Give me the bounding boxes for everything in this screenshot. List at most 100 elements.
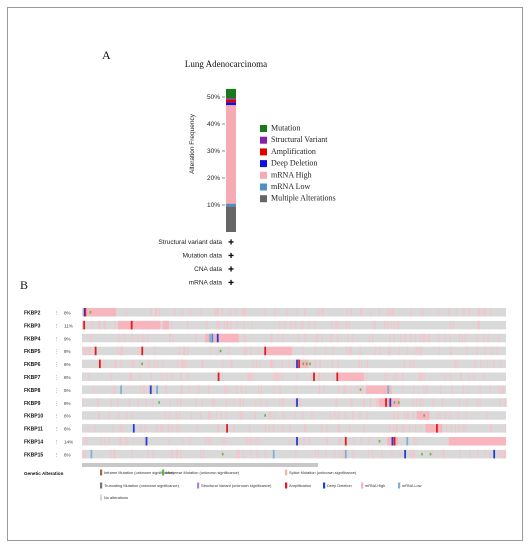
- mrna-high-tick: [270, 359, 273, 369]
- mrna-high-tick: [139, 359, 141, 369]
- mrna-high-tick: [454, 424, 456, 433]
- mrna-high-tick: [188, 385, 190, 394]
- alteration-mis: [302, 362, 305, 366]
- gene-menu-icon[interactable]: ⋮: [54, 311, 59, 317]
- gene-menu-icon[interactable]: ⋮: [54, 427, 59, 433]
- mrna-high-tick: [331, 359, 334, 369]
- mrna-high-tick: [295, 385, 297, 394]
- mrna-high-tick: [130, 372, 133, 381]
- mrna-high-tick: [147, 333, 149, 343]
- gene-name: FKBP14: [24, 440, 43, 446]
- mrna-high-tick: [347, 333, 349, 343]
- mrna-high-tick: [441, 398, 444, 407]
- gene-menu-icon[interactable]: ⋮: [54, 362, 59, 368]
- mrna-high-tick: [461, 333, 464, 343]
- mrna-high-tick: [137, 398, 139, 407]
- mrna-high-tick: [103, 359, 105, 369]
- mrna-high-tick: [367, 449, 370, 459]
- mrna-high-tick: [180, 385, 182, 394]
- gene-menu-icon[interactable]: ⋮: [54, 414, 59, 420]
- alteration-legend: Inframe Mutation (unknown significance)M…: [100, 469, 422, 501]
- mrna-high-tick: [304, 308, 306, 317]
- gene-menu-icon[interactable]: ⋮: [54, 349, 59, 355]
- mrna-high-tick: [209, 346, 212, 356]
- gene-frequency: 6%: [64, 452, 71, 457]
- mrna-high-tick: [294, 320, 297, 330]
- gene-frequency: 9%: [64, 336, 71, 341]
- mrna-high-tick: [419, 346, 421, 356]
- mrna-high-tick: [326, 437, 328, 446]
- mrna-high-tick: [479, 398, 481, 407]
- mrna-high-tick: [302, 320, 304, 330]
- mrna-high-tick: [467, 385, 469, 394]
- gene-menu-icon[interactable]: ⋮: [54, 375, 59, 381]
- mrna-high-tick: [108, 437, 110, 446]
- mrna-high-tick: [216, 320, 218, 330]
- legend-label: Truncating Mutation (unknown significanc…: [104, 483, 180, 488]
- alteration-mis: [221, 452, 224, 456]
- mrna-high-tick: [208, 411, 210, 420]
- mrna-high-tick: [298, 333, 300, 343]
- mrna-high-tick: [387, 308, 389, 317]
- data-type-label: Mutation data: [183, 253, 223, 260]
- mrna-high-tick: [391, 308, 393, 317]
- legend-swatch: [398, 482, 401, 489]
- mrna-high-tick: [374, 320, 376, 330]
- gene-menu-icon[interactable]: ⋮: [54, 440, 59, 446]
- mrna-high-tick: [288, 359, 290, 369]
- mrna-high-tick: [82, 449, 84, 459]
- mrna-high-tick: [419, 372, 421, 381]
- sample-track: [82, 346, 506, 356]
- legend-label: mRNA High: [365, 483, 385, 488]
- mrna-high-tick: [258, 437, 260, 446]
- mrna-high-tick: [350, 346, 352, 356]
- mrna-high-tick: [300, 320, 302, 330]
- mrna-high-tick: [315, 333, 317, 343]
- gene-menu-icon[interactable]: ⋮: [54, 336, 59, 342]
- mrna-high-tick: [393, 424, 395, 433]
- mrna-high-tick: [169, 333, 171, 343]
- gene-menu-icon[interactable]: ⋮: [54, 452, 59, 458]
- mrna-high-tick: [456, 359, 459, 369]
- alteration-del: [145, 437, 148, 446]
- mrna-high-tick: [387, 320, 389, 330]
- mrna-high-tick: [213, 398, 215, 407]
- mrna-high-tick: [370, 308, 372, 317]
- gene-menu-icon[interactable]: ⋮: [54, 388, 59, 394]
- mrna-high-tick: [378, 308, 380, 317]
- mrna-high-tick: [438, 346, 440, 356]
- mrna-high-tick: [215, 411, 218, 420]
- mrna-high-tick: [155, 308, 157, 317]
- alteration-low: [209, 333, 213, 343]
- mrna-high-tick: [319, 359, 321, 369]
- mrna-high-tick: [457, 411, 459, 420]
- mrna-high-tick: [365, 372, 368, 381]
- mrna-high-tick: [147, 359, 149, 369]
- horizontal-scrollbar[interactable]: [82, 463, 318, 467]
- alteration-del: [132, 424, 135, 433]
- mrna-high-tick: [422, 333, 424, 343]
- alteration-high: [162, 320, 169, 330]
- gene-menu-icon[interactable]: ⋮: [54, 401, 59, 407]
- mrna-high-tick: [366, 359, 369, 369]
- mrna-high-tick: [337, 411, 340, 420]
- mrna-high-tick: [282, 398, 284, 407]
- mrna-high-tick: [395, 424, 398, 433]
- mrna-high-tick: [112, 424, 114, 433]
- mrna-high-tick: [308, 437, 310, 446]
- mrna-high-tick: [171, 424, 173, 433]
- mrna-high-tick: [413, 449, 415, 459]
- mrna-high-tick: [326, 424, 328, 433]
- stacked-bar: [226, 88, 236, 232]
- mrna-high-tick: [504, 449, 507, 459]
- alteration-del: [296, 437, 298, 446]
- mrna-high-tick: [180, 372, 182, 381]
- mrna-high-tick: [202, 359, 204, 369]
- bar-segment-mutation: [226, 88, 236, 99]
- mrna-high-tick: [114, 359, 116, 369]
- mrna-high-tick: [223, 320, 225, 330]
- mrna-high-tick: [466, 346, 468, 356]
- gene-menu-icon[interactable]: ⋮: [54, 323, 59, 329]
- mrna-high-tick: [242, 449, 245, 459]
- mrna-high-tick: [389, 346, 391, 356]
